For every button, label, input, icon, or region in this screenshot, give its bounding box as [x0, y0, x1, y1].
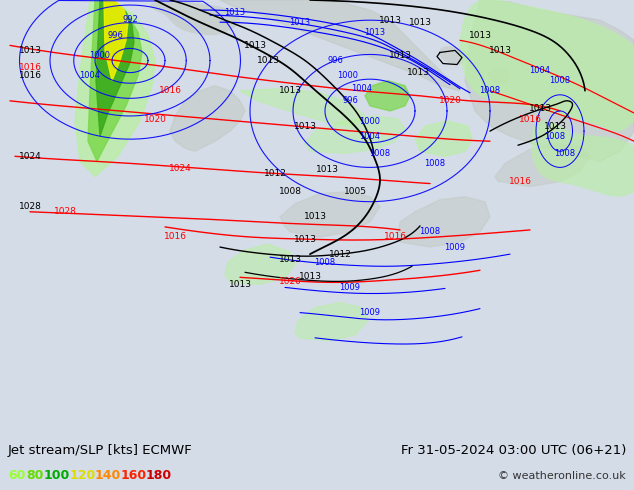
Text: © weatheronline.co.uk: © weatheronline.co.uk [498, 471, 626, 481]
Text: 1008: 1008 [550, 76, 571, 85]
Text: 1013: 1013 [228, 280, 252, 289]
Text: 1013: 1013 [489, 46, 512, 55]
Text: 1013: 1013 [365, 28, 385, 37]
Text: Jet stream/SLP [kts] ECMWF: Jet stream/SLP [kts] ECMWF [8, 444, 193, 457]
Text: 80: 80 [26, 469, 43, 483]
Text: Fr 31-05-2024 03:00 UTC (06+21): Fr 31-05-2024 03:00 UTC (06+21) [401, 444, 626, 457]
Polygon shape [295, 302, 368, 341]
Text: 1013: 1013 [257, 56, 280, 65]
Text: 1008: 1008 [420, 227, 441, 237]
Text: 1024: 1024 [169, 164, 191, 173]
Text: 996: 996 [342, 97, 358, 105]
Polygon shape [460, 0, 634, 131]
Text: 1009: 1009 [339, 283, 361, 292]
Text: 140: 140 [95, 469, 121, 483]
Text: 1013: 1013 [278, 255, 302, 264]
Text: 1016: 1016 [164, 232, 186, 242]
Text: 1013: 1013 [290, 18, 311, 26]
Text: 1013: 1013 [278, 86, 302, 95]
Text: 1013: 1013 [389, 51, 411, 60]
Text: 1004: 1004 [529, 66, 550, 75]
Text: 160: 160 [120, 469, 146, 483]
Text: 1013: 1013 [378, 16, 401, 24]
Polygon shape [531, 121, 634, 196]
Text: 1008: 1008 [314, 258, 335, 267]
Polygon shape [240, 89, 365, 126]
Text: 1020: 1020 [439, 97, 462, 105]
Polygon shape [488, 67, 510, 84]
Text: 1008: 1008 [424, 159, 446, 168]
Polygon shape [280, 192, 380, 237]
Text: 1004: 1004 [351, 84, 373, 93]
Text: 1013: 1013 [316, 165, 339, 174]
Text: 1008: 1008 [278, 187, 302, 196]
Text: 996: 996 [327, 56, 343, 65]
Text: 120: 120 [70, 469, 96, 483]
Text: 1013: 1013 [529, 104, 552, 113]
Text: 1028: 1028 [18, 202, 41, 211]
Text: 1013: 1013 [243, 41, 266, 50]
Text: 1016: 1016 [508, 177, 531, 186]
Text: 1000: 1000 [89, 51, 110, 60]
Text: 1005: 1005 [344, 187, 366, 196]
Polygon shape [465, 0, 634, 161]
Text: 1020: 1020 [278, 277, 301, 286]
Text: 1008: 1008 [555, 149, 576, 158]
Text: 1024: 1024 [18, 152, 41, 161]
Text: 1013: 1013 [294, 235, 316, 244]
Text: 1013: 1013 [408, 18, 432, 26]
Text: 1000: 1000 [359, 117, 380, 125]
Text: 1028: 1028 [53, 207, 77, 216]
Text: 1020: 1020 [143, 115, 167, 123]
Text: 1016: 1016 [18, 71, 41, 80]
Text: 1016: 1016 [18, 63, 41, 72]
Text: 1008: 1008 [479, 86, 501, 95]
Text: 180: 180 [146, 469, 172, 483]
Polygon shape [495, 143, 590, 187]
Text: 1008: 1008 [545, 132, 566, 141]
Polygon shape [439, 46, 470, 65]
Polygon shape [365, 81, 410, 111]
Text: 1013: 1013 [469, 31, 491, 40]
Text: 992: 992 [122, 15, 138, 24]
Text: 1013: 1013 [543, 122, 567, 130]
Text: 1013: 1013 [18, 46, 41, 55]
Polygon shape [150, 0, 240, 35]
Text: 996: 996 [107, 31, 123, 40]
Polygon shape [96, 0, 134, 136]
Text: 100: 100 [44, 469, 70, 483]
Polygon shape [415, 121, 472, 156]
Polygon shape [220, 0, 460, 91]
Text: 1012: 1012 [328, 249, 351, 259]
Polygon shape [398, 196, 490, 247]
Text: 1013: 1013 [299, 272, 321, 281]
Polygon shape [88, 0, 142, 161]
Text: 1013: 1013 [406, 68, 429, 77]
Text: 1004: 1004 [359, 132, 380, 141]
Text: 1016: 1016 [384, 232, 406, 242]
Text: 1000: 1000 [337, 71, 358, 80]
Text: 1009: 1009 [359, 308, 380, 317]
Text: 60: 60 [8, 469, 25, 483]
Text: 1013: 1013 [294, 122, 316, 130]
Text: 1013: 1013 [224, 8, 245, 17]
Polygon shape [104, 0, 128, 81]
Text: 1009: 1009 [444, 243, 465, 251]
Text: 1012: 1012 [264, 169, 287, 178]
Polygon shape [170, 86, 245, 151]
Text: 1016: 1016 [519, 115, 541, 123]
Text: 1004: 1004 [79, 71, 101, 80]
Polygon shape [225, 244, 295, 284]
Text: 1008: 1008 [370, 149, 391, 158]
Text: 1013: 1013 [304, 212, 327, 221]
Polygon shape [305, 116, 405, 153]
Polygon shape [75, 0, 155, 176]
Text: 1016: 1016 [158, 86, 181, 95]
